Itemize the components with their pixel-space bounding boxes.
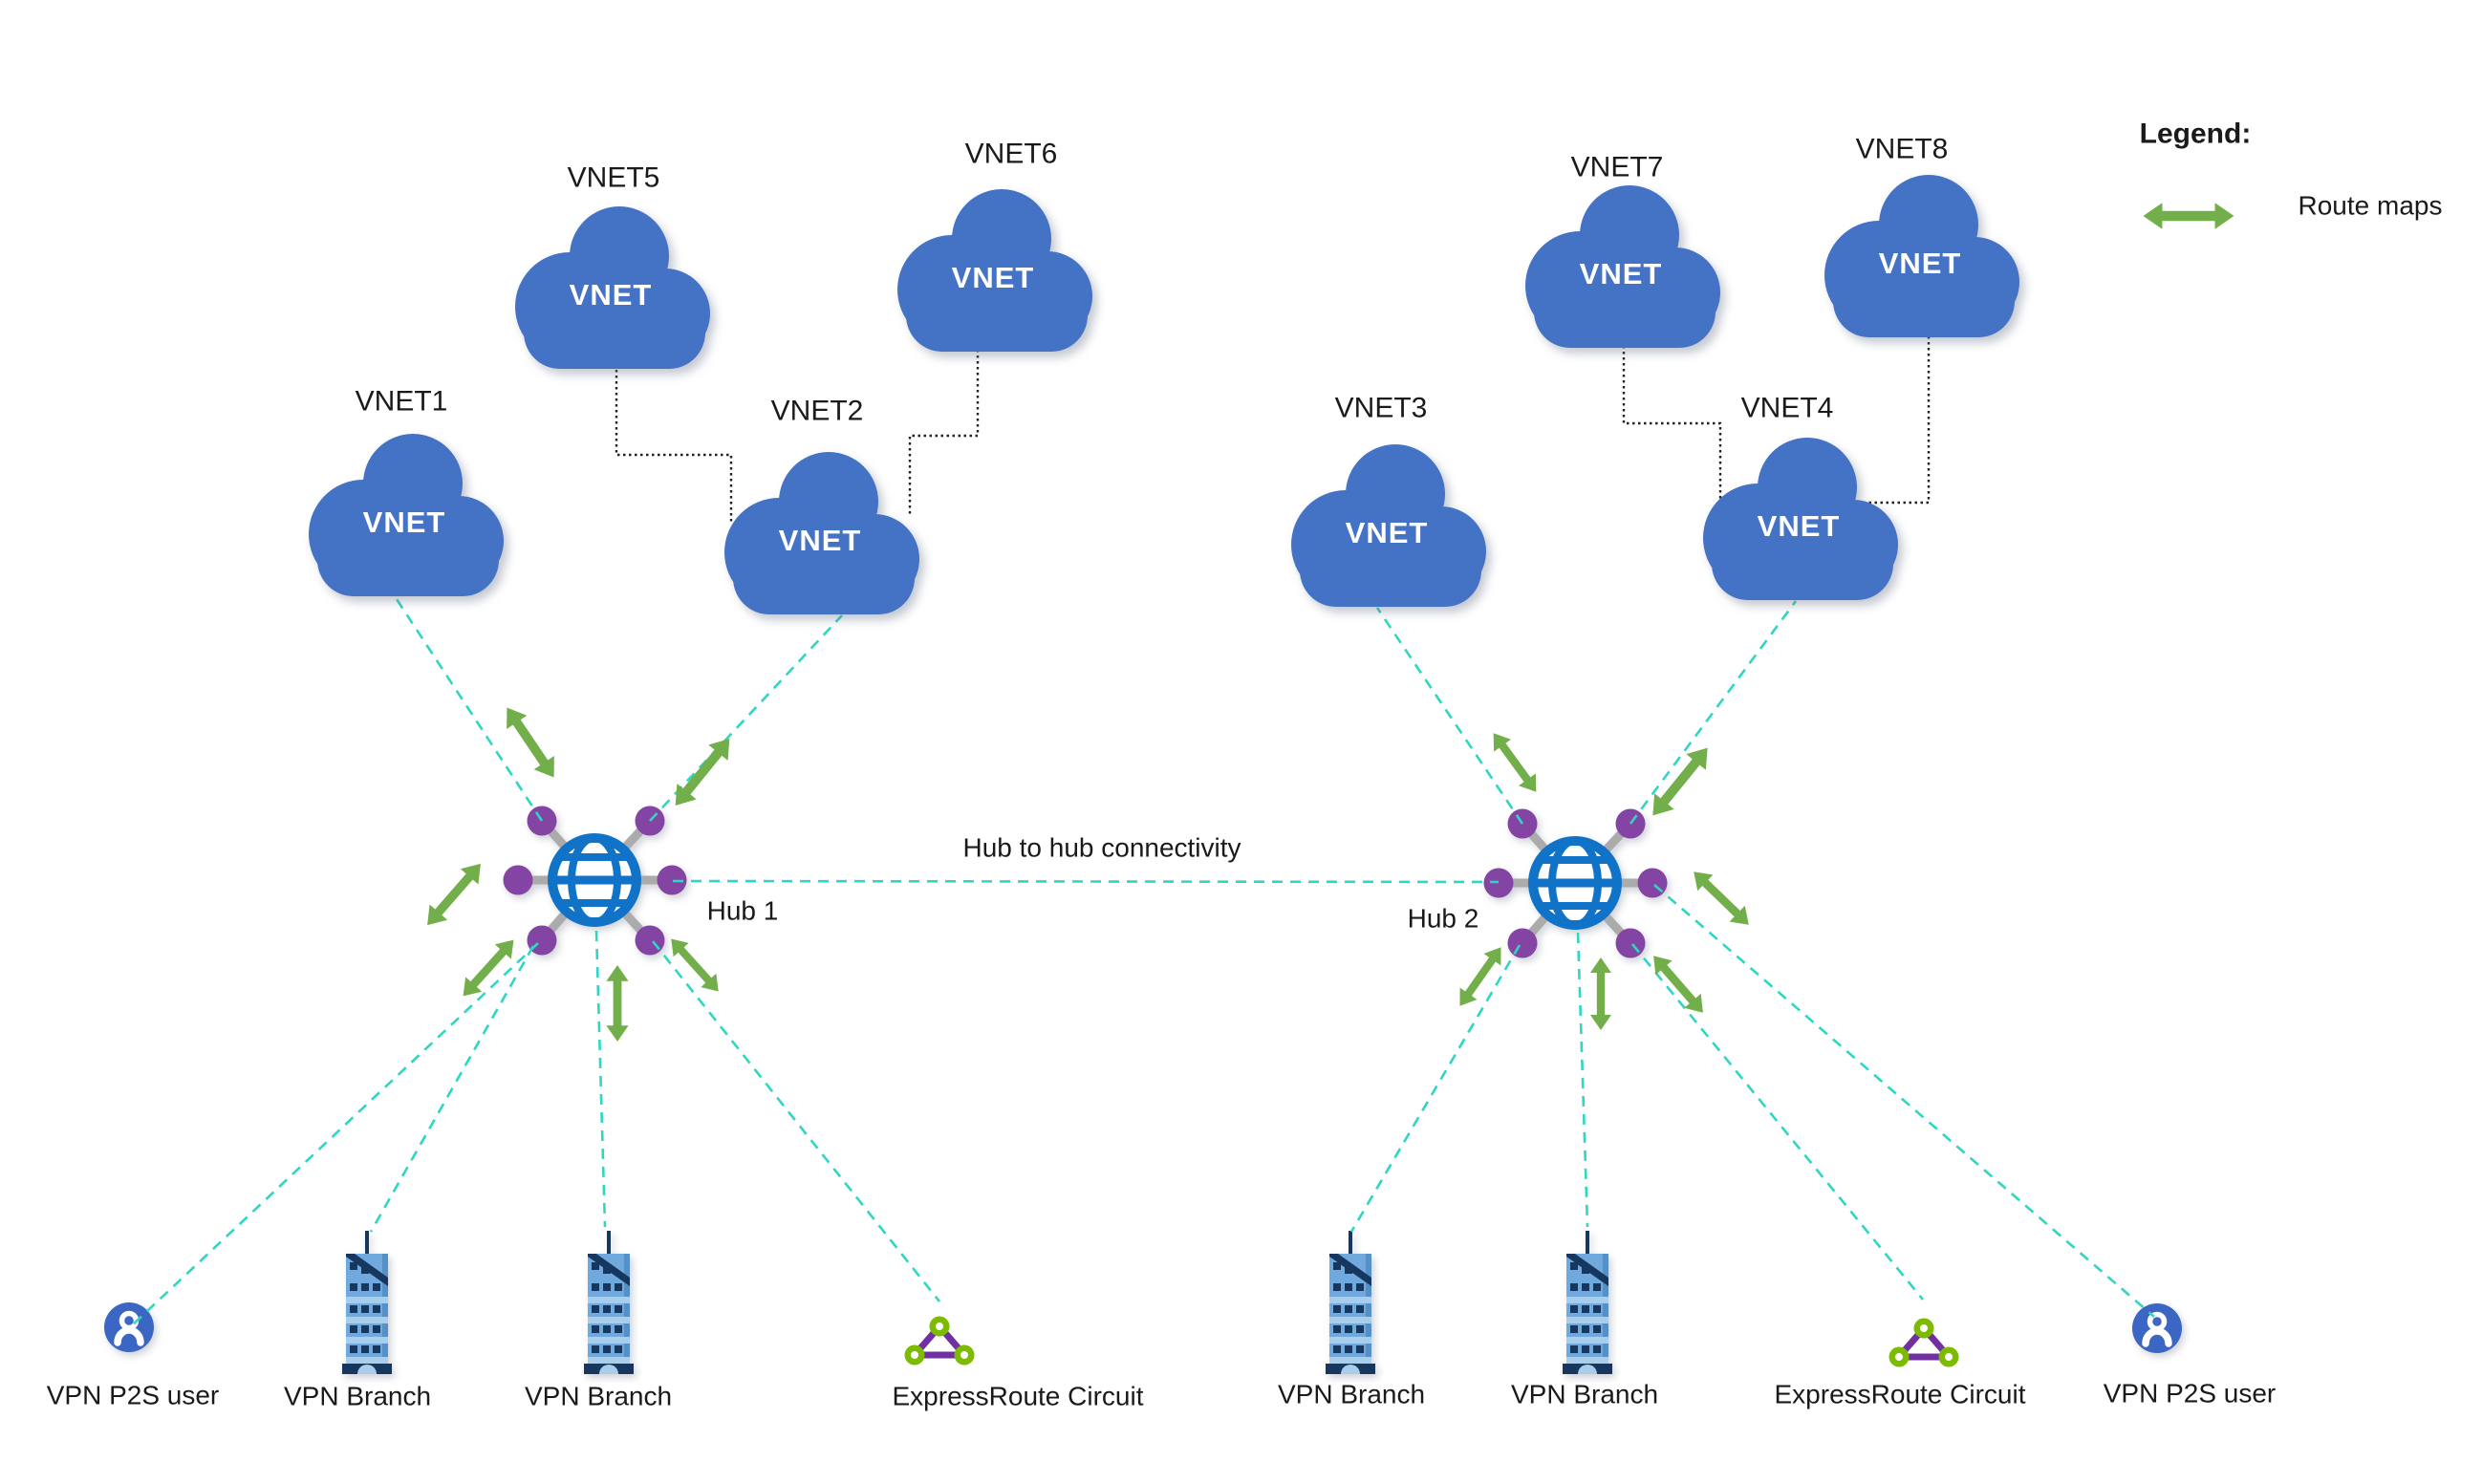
cloud-body-text: VNET bbox=[362, 505, 446, 539]
link-hub1-hub2 bbox=[672, 879, 1500, 884]
link-hub1-branch2 bbox=[594, 930, 607, 1228]
vpn-p2s-user-icon-left bbox=[104, 1302, 154, 1352]
vpn-p2s-user-icon-right bbox=[2132, 1303, 2182, 1353]
route-map-arrow bbox=[665, 730, 740, 814]
expressroute-circuit-icon-left bbox=[905, 1317, 975, 1366]
cloud-body-text: VNET bbox=[778, 523, 862, 557]
cloud-body-text: VNET bbox=[1579, 256, 1663, 290]
link-hub1-p2s bbox=[129, 942, 539, 1328]
route-map-arrow bbox=[496, 700, 565, 785]
route-map-arrow bbox=[606, 965, 629, 1042]
cloud-label-vnet7: VNET7 bbox=[1570, 151, 1664, 183]
link-hub1-vnet1 bbox=[393, 595, 544, 822]
cloud-body-text: VNET bbox=[1345, 515, 1429, 549]
cloud-body-text: VNET bbox=[951, 260, 1035, 294]
vpn-branch-icon-4 bbox=[1563, 1231, 1612, 1374]
legend-route-maps-icon bbox=[2143, 203, 2234, 229]
cloud-label-vnet4: VNET4 bbox=[1740, 392, 1834, 424]
hub1-icon bbox=[504, 807, 687, 956]
link-hub2-branch4 bbox=[1576, 932, 1589, 1228]
hub1-label: Hub 1 bbox=[706, 895, 779, 926]
endpoint-label-branch-1: VPN Branch bbox=[283, 1381, 432, 1411]
connector-vnet8-vnet4 bbox=[1864, 336, 1931, 505]
cloud-label-vnet8: VNET8 bbox=[1855, 133, 1949, 165]
link-hub2-vnet4 bbox=[1629, 600, 1798, 825]
route-map-arrow bbox=[1484, 726, 1545, 799]
cloud-body-text: VNET bbox=[1757, 508, 1841, 543]
route-map-arrow bbox=[663, 932, 726, 999]
endpoint-label-branch-3: VPN Branch bbox=[1277, 1379, 1426, 1409]
endpoint-label-er-right: ExpressRoute Circuit bbox=[1774, 1379, 2026, 1409]
legend-title: Legend: bbox=[2139, 118, 2252, 150]
vpn-branch-icon-1 bbox=[342, 1231, 392, 1374]
connector-vnet5-vnet2 bbox=[615, 370, 733, 522]
cloud-body-text: VNET bbox=[569, 277, 653, 312]
route-map-arrow bbox=[418, 855, 490, 934]
cloud-label-vnet2: VNET2 bbox=[770, 395, 864, 427]
endpoint-label-p2s-right: VPN P2S user bbox=[2103, 1378, 2277, 1409]
endpoint-label-er-left: ExpressRoute Circuit bbox=[892, 1381, 1144, 1411]
link-hub2-er bbox=[1630, 943, 1925, 1301]
link-hub2-p2s bbox=[1653, 884, 2155, 1318]
cloud-label-vnet6: VNET6 bbox=[964, 138, 1058, 170]
hub2-label: Hub 2 bbox=[1407, 903, 1479, 934]
vpn-branch-icon-3 bbox=[1326, 1231, 1375, 1374]
endpoint-label-branch-4: VPN Branch bbox=[1510, 1379, 1659, 1409]
route-map-arrow bbox=[1645, 948, 1712, 1021]
connector-vnet7-vnet4 bbox=[1622, 346, 1722, 501]
endpoint-label-p2s-left: VPN P2S user bbox=[46, 1380, 220, 1410]
legend-item-route-maps: Route maps bbox=[2298, 190, 2443, 221]
link-hub1-er bbox=[651, 940, 941, 1302]
route-map-arrow bbox=[455, 932, 522, 1004]
cloud-label-vnet5: VNET5 bbox=[567, 161, 660, 194]
hub-to-hub-label: Hub to hub connectivity bbox=[962, 832, 1241, 863]
connector-vnet6-vnet2 bbox=[908, 344, 980, 517]
vpn-branch-icon-2 bbox=[584, 1231, 634, 1374]
link-hub2-vnet3 bbox=[1375, 607, 1524, 825]
endpoint-label-branch-2: VPN Branch bbox=[524, 1381, 673, 1411]
cloud-label-vnet3: VNET3 bbox=[1334, 392, 1428, 424]
link-hub1-branch1 bbox=[369, 945, 535, 1233]
route-map-arrow bbox=[1643, 740, 1717, 824]
link-hub2-branch3 bbox=[1349, 944, 1522, 1233]
cloud-label-vnet1: VNET1 bbox=[355, 385, 448, 418]
route-map-arrow bbox=[1589, 957, 1612, 1030]
cloud-body-text: VNET bbox=[1878, 246, 1962, 280]
expressroute-circuit-icon-right bbox=[1889, 1319, 1959, 1367]
hub2-icon bbox=[1484, 809, 1668, 958]
